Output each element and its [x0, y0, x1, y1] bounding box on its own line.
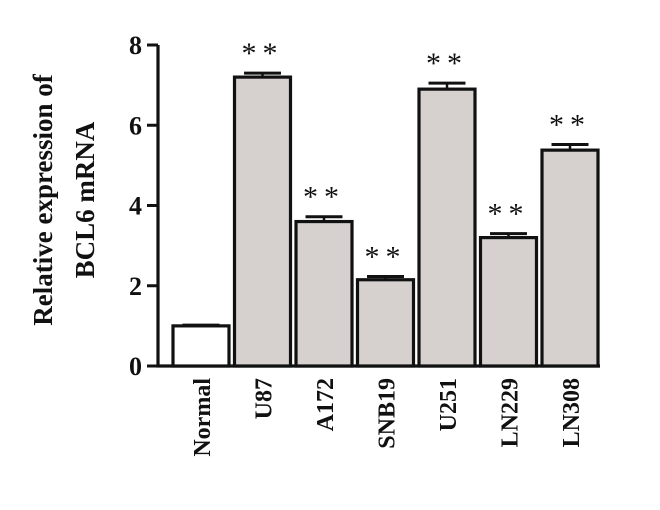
x-tick-label: LN229 [498, 378, 524, 447]
x-tick-label: A172 [313, 378, 339, 431]
bar-snb19 [355, 278, 416, 368]
bar-u251 [417, 87, 477, 368]
y-axis-label-line-1: Relative expression of [28, 73, 58, 325]
y-tick-label: 2 [129, 272, 142, 301]
y-ticks: 0 2 4 6 8 [129, 31, 158, 381]
bar-ln229 [478, 236, 539, 368]
y-tick-label: 8 [129, 31, 142, 60]
x-tick-label: LN308 [559, 378, 585, 447]
significance-markers: ** ** ** ** ** ** [242, 37, 591, 274]
significance-marker: ** [426, 47, 468, 80]
significance-marker: ** [488, 198, 530, 231]
y-tick-label: 4 [129, 192, 142, 221]
significance-marker: ** [242, 37, 284, 70]
x-tick-label: U251 [436, 378, 462, 431]
x-tick-labels: Normal U87 A172 SNB19 U251 LN229 LN308 [190, 378, 585, 457]
significance-marker: ** [303, 181, 345, 214]
bar-u87 [232, 75, 293, 368]
y-axis-label: Relative expression of BCL6 mRNA [28, 73, 100, 325]
bar-a172 [294, 219, 354, 368]
y-tick-label: 0 [129, 352, 142, 381]
bar-ln308 [540, 148, 600, 368]
y-axis-label-line-2: BCL6 mRNA [70, 121, 100, 278]
bars [171, 75, 600, 368]
x-tick-label: U87 [252, 378, 278, 419]
bar-normal [171, 324, 231, 368]
error-bars [182, 71, 589, 327]
y-tick-label: 6 [129, 111, 142, 140]
x-tick-label: Normal [190, 378, 216, 457]
x-tick-label: SNB19 [375, 378, 401, 449]
significance-marker: ** [549, 109, 591, 142]
significance-marker: ** [365, 241, 407, 274]
